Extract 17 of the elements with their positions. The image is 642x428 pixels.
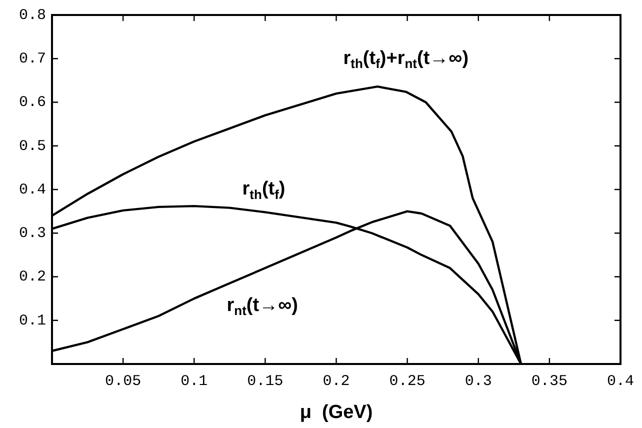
x-tick-label: 0.4 (606, 372, 634, 390)
x-tick-label: 0.3 (464, 372, 492, 390)
x-tick-label: 0.1 (180, 372, 208, 390)
x-tick-label: 0.15 (247, 372, 284, 390)
x-tick-label: 0.25 (389, 372, 426, 390)
y-tick-label: 0.8 (18, 6, 46, 24)
y-tick-label: 0.6 (18, 94, 46, 112)
y-tick-label: 0.7 (18, 50, 46, 68)
x-axis-title: μ (GeV) (300, 402, 373, 423)
y-tick-label: 0.4 (18, 181, 46, 198)
y-tick-label: 0.5 (18, 138, 46, 155)
y-tick-label: 0.1 (18, 312, 46, 330)
x-tick-label: 0.05 (105, 372, 142, 390)
x-tick-label: 0.35 (531, 372, 568, 390)
x-tick-label: 0.2 (322, 372, 350, 390)
y-tick-label: 0.2 (18, 268, 46, 286)
y-tick-label: 0.3 (18, 225, 46, 242)
